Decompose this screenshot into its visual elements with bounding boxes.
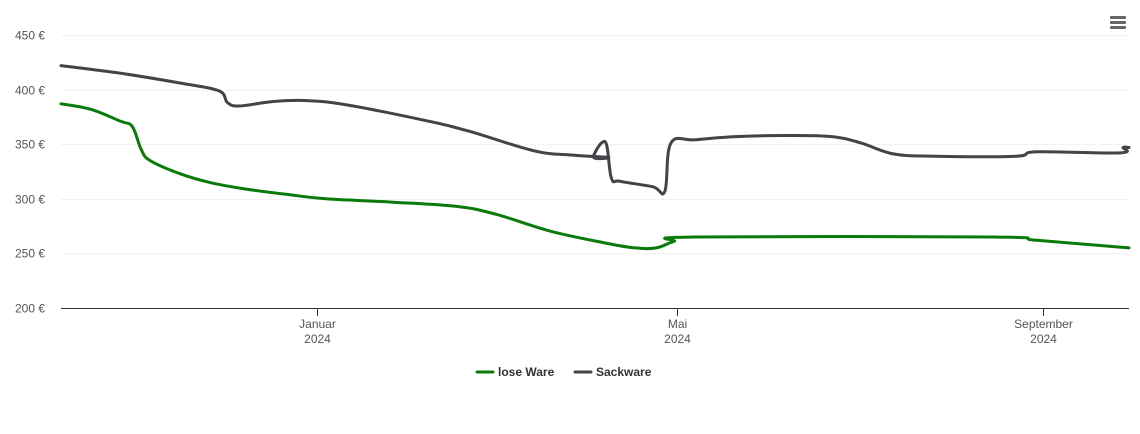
legend-label: Sackware (596, 365, 652, 379)
grid-lines (61, 35, 1129, 254)
hamburger-menu-icon (1110, 16, 1126, 19)
y-tick-label: 450 € (15, 29, 45, 43)
chart-menu-button[interactable] (1106, 12, 1130, 34)
legend-item-1[interactable]: Sackware (573, 365, 652, 379)
y-tick-label: 300 € (15, 193, 45, 207)
x-tick-label-year: 2024 (1030, 332, 1057, 346)
y-tick-label: 250 € (15, 247, 45, 261)
series-line-1[interactable] (59, 64, 1131, 196)
series-line-0[interactable] (59, 102, 1131, 251)
y-tick-label: 400 € (15, 84, 45, 98)
x-tick-label-year: 2024 (664, 332, 691, 346)
legend: lose Ware Sackware (475, 365, 652, 379)
x-tick-label-month: September (1014, 317, 1073, 331)
y-tick-label: 200 € (15, 302, 45, 316)
legend-item-0[interactable]: lose Ware (475, 365, 555, 379)
x-tick-label-year: 2024 (304, 332, 331, 346)
hamburger-menu-icon-bar (1110, 21, 1126, 24)
series-lines (59, 64, 1131, 251)
x-tick-label-month: Januar (299, 317, 336, 331)
y-axis-labels: 200 € 250 € 300 € 350 € 400 € 450 € (15, 29, 45, 316)
legend-label: lose Ware (498, 365, 555, 379)
hamburger-menu-icon-bar (1110, 26, 1126, 29)
x-tick-label-month: Mai (668, 317, 687, 331)
y-tick-label: 350 € (15, 138, 45, 152)
